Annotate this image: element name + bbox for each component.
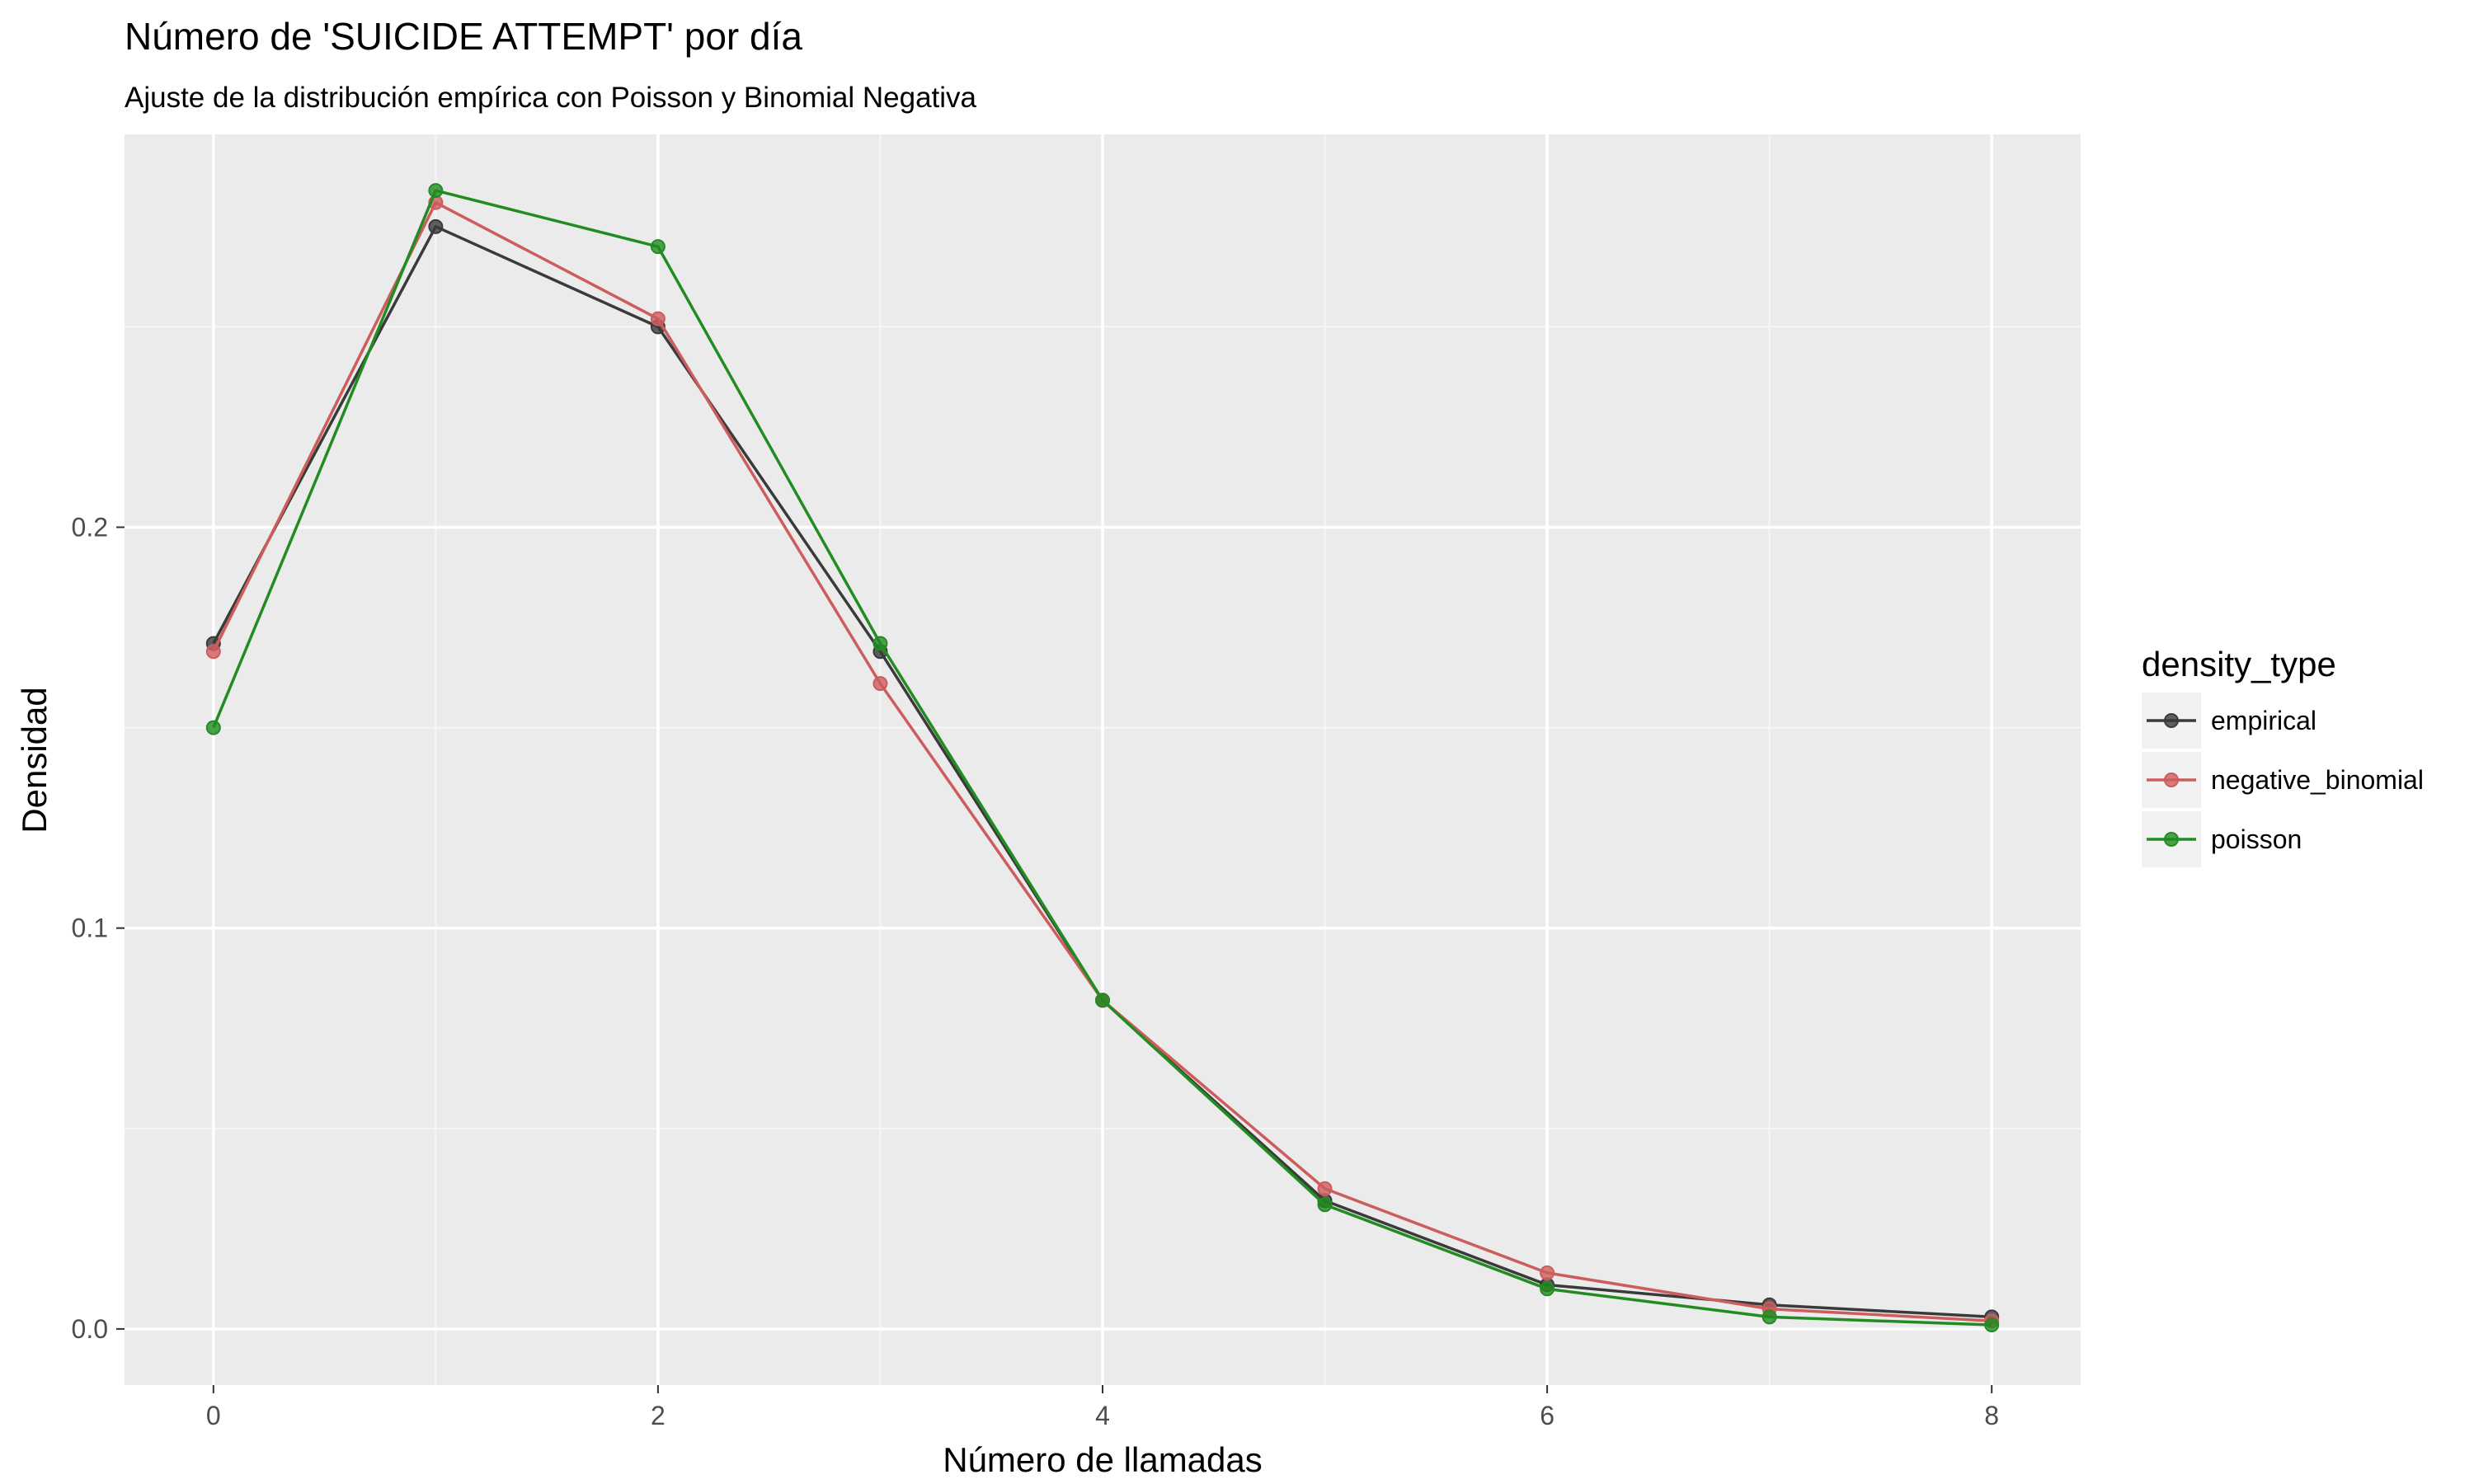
series-poisson — [205, 183, 2000, 1333]
legend-label: negative_binomial — [2211, 765, 2424, 795]
x-axis: 0 2 4 6 8 — [206, 1385, 1999, 1430]
data-point-empirical — [428, 218, 444, 234]
x-tick-label: 8 — [1984, 1401, 1999, 1430]
major-gridlines — [125, 134, 2081, 1385]
data-point-poisson — [1095, 993, 1110, 1008]
x-tick-label: 6 — [1540, 1401, 1554, 1430]
data-point-negative_binomial — [205, 644, 221, 660]
y-tick-label: 0.1 — [72, 913, 108, 943]
legend-item-poisson: poisson — [2142, 811, 2302, 867]
x-axis-title: Número de llamadas — [943, 1440, 1263, 1479]
chart-title: Número de 'SUICIDE ATTEMPT' por día — [125, 15, 802, 58]
legend-label: empirical — [2211, 706, 2316, 735]
data-point-poisson — [428, 183, 444, 199]
data-point-poisson — [872, 636, 888, 651]
legend-title: density_type — [2142, 645, 2336, 683]
y-tick-label: 0.0 — [72, 1314, 108, 1344]
legend-key-point — [2164, 832, 2179, 847]
legend-item-negative_binomial: negative_binomial — [2142, 752, 2424, 808]
y-axis: 0.0 0.1 0.2 — [72, 512, 125, 1344]
legend-key-point — [2164, 773, 2179, 787]
x-tick-label: 4 — [1095, 1401, 1110, 1430]
data-point-poisson — [1984, 1317, 2000, 1333]
data-point-poisson — [1317, 1197, 1333, 1213]
chart-subtitle: Ajuste de la distribución empírica con P… — [125, 82, 977, 114]
data-point-poisson — [650, 239, 666, 255]
legend-item-empirical: empirical — [2142, 693, 2316, 749]
data-point-negative_binomial — [1317, 1181, 1333, 1196]
y-axis-title: Densidad — [15, 687, 54, 833]
data-point-negative_binomial — [872, 676, 888, 692]
data-point-negative_binomial — [650, 311, 666, 326]
y-tick-label: 0.2 — [72, 512, 108, 542]
data-point-negative_binomial — [1540, 1265, 1555, 1280]
legend-label: poisson — [2211, 824, 2302, 854]
legend-key-point — [2164, 713, 2179, 728]
x-tick-label: 0 — [206, 1401, 221, 1430]
data-point-poisson — [1761, 1309, 1777, 1325]
x-tick-label: 2 — [651, 1401, 666, 1430]
data-point-poisson — [1540, 1281, 1555, 1297]
data-point-poisson — [205, 720, 221, 735]
legend: density_type empirical negative_binomialp… — [2142, 645, 2424, 867]
series-layer — [205, 183, 2000, 1333]
